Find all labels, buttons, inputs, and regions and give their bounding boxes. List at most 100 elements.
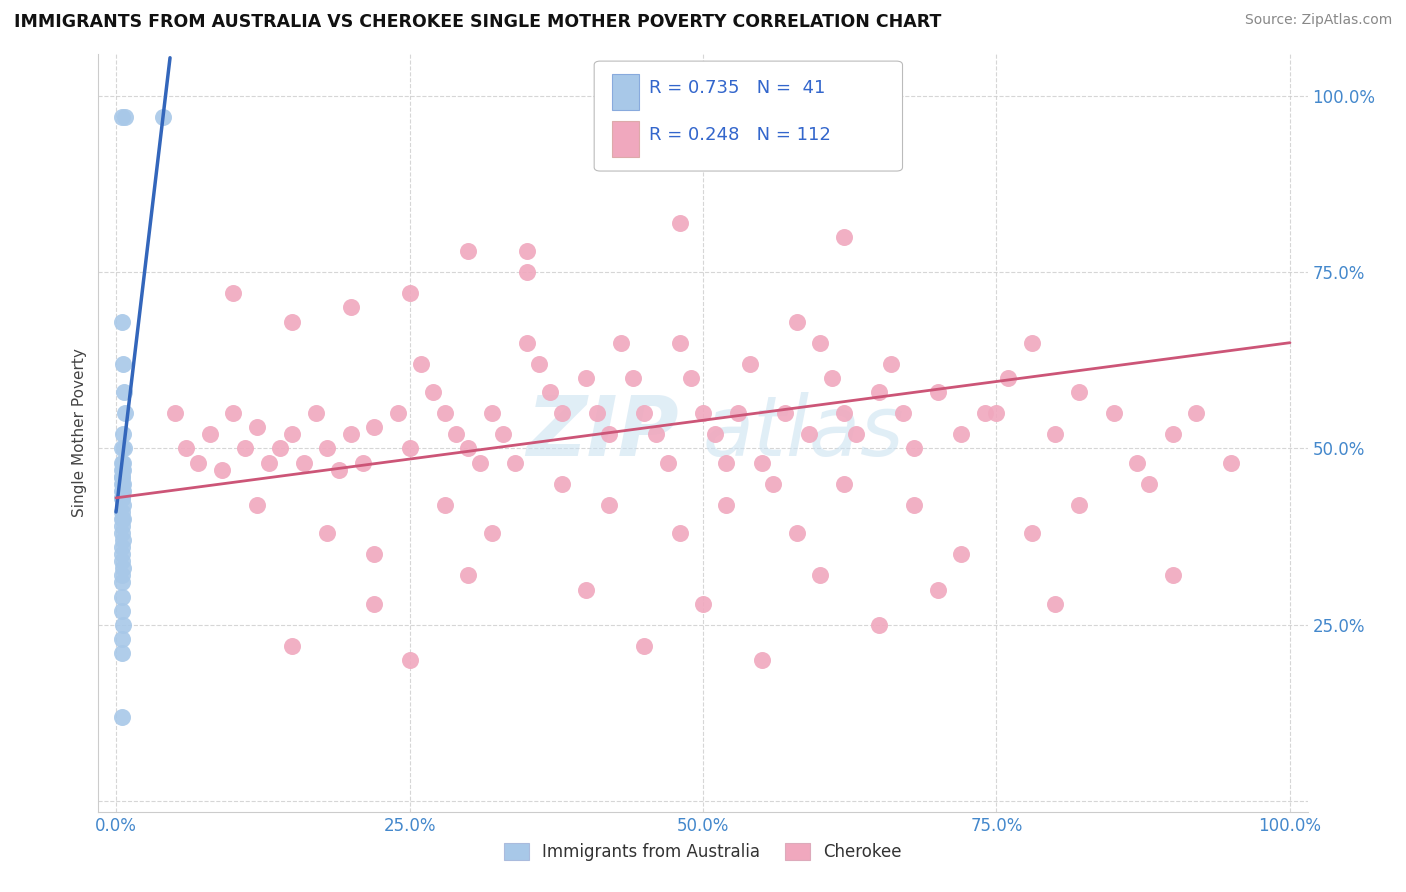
Point <box>610 335 633 350</box>
Point <box>163 406 186 420</box>
Point <box>411 357 433 371</box>
Point <box>727 406 749 420</box>
Point <box>575 371 598 385</box>
Point <box>586 406 609 420</box>
Point <box>1021 335 1043 350</box>
Point <box>468 456 491 470</box>
Point <box>111 314 134 328</box>
Point <box>246 498 269 512</box>
Point <box>492 427 515 442</box>
Point <box>681 371 703 385</box>
Point <box>111 469 134 483</box>
Point <box>703 427 725 442</box>
Point <box>1102 406 1125 420</box>
Point <box>111 540 134 554</box>
Point <box>880 357 903 371</box>
Point <box>328 463 350 477</box>
Point <box>363 547 385 561</box>
Point <box>751 653 773 667</box>
Point <box>111 469 134 483</box>
Point <box>176 442 198 456</box>
Point <box>111 483 134 498</box>
Point <box>457 244 479 258</box>
Point <box>657 456 679 470</box>
Point <box>716 498 738 512</box>
Point <box>111 456 134 470</box>
Point <box>111 526 134 541</box>
Point <box>457 442 479 456</box>
Point <box>112 456 135 470</box>
Point <box>112 427 135 442</box>
Point <box>269 442 291 456</box>
Point <box>668 335 690 350</box>
Point <box>111 505 134 519</box>
Point <box>692 597 714 611</box>
Point <box>111 519 134 533</box>
Point <box>111 463 134 477</box>
Point <box>233 442 256 456</box>
Point <box>516 265 538 279</box>
Point <box>832 406 855 420</box>
Point <box>152 110 174 124</box>
Point <box>950 427 973 442</box>
Point <box>340 301 363 315</box>
Point <box>111 575 134 590</box>
Point <box>316 442 339 456</box>
Point <box>762 476 785 491</box>
Point <box>112 442 135 456</box>
Point <box>387 406 409 420</box>
Point <box>868 385 890 400</box>
Point <box>422 385 444 400</box>
Point <box>112 463 135 477</box>
Point <box>1220 456 1243 470</box>
Point <box>112 498 135 512</box>
Point <box>111 512 134 526</box>
Point <box>808 335 831 350</box>
Point <box>516 244 538 258</box>
Point <box>538 385 561 400</box>
Point <box>1161 427 1184 442</box>
Point <box>398 286 420 301</box>
Bar <box>613 121 638 157</box>
Point <box>112 357 135 371</box>
Point <box>808 568 831 582</box>
Point <box>1185 406 1208 420</box>
Point <box>903 442 925 456</box>
Point <box>112 617 135 632</box>
Point <box>621 371 644 385</box>
Point <box>1021 526 1043 541</box>
Point <box>304 406 326 420</box>
Point <box>111 590 134 604</box>
Point <box>692 406 714 420</box>
Point <box>112 533 135 548</box>
Point <box>786 526 808 541</box>
Point <box>1161 568 1184 582</box>
Bar <box>613 74 638 111</box>
Point <box>598 498 620 512</box>
Point <box>363 597 385 611</box>
Point <box>352 456 374 470</box>
Point <box>1067 385 1090 400</box>
Point <box>111 646 134 660</box>
Point <box>1043 597 1066 611</box>
Point <box>111 554 134 568</box>
Legend: Immigrants from Australia, Cherokee: Immigrants from Australia, Cherokee <box>498 837 908 868</box>
Y-axis label: Single Mother Poverty: Single Mother Poverty <box>72 348 87 517</box>
Point <box>111 568 134 582</box>
Point <box>797 427 820 442</box>
Point <box>446 427 468 442</box>
Point <box>1126 456 1149 470</box>
Point <box>633 639 655 653</box>
Point <box>114 406 136 420</box>
Point <box>281 314 304 328</box>
Point <box>481 406 503 420</box>
Point <box>786 314 808 328</box>
Point <box>398 442 420 456</box>
Point <box>112 512 135 526</box>
Point <box>927 582 949 597</box>
Point <box>111 632 134 646</box>
Text: ZIP: ZIP <box>526 392 679 473</box>
Point <box>668 216 690 230</box>
Text: R = 0.735   N =  41: R = 0.735 N = 41 <box>648 78 825 96</box>
Point <box>111 709 134 723</box>
